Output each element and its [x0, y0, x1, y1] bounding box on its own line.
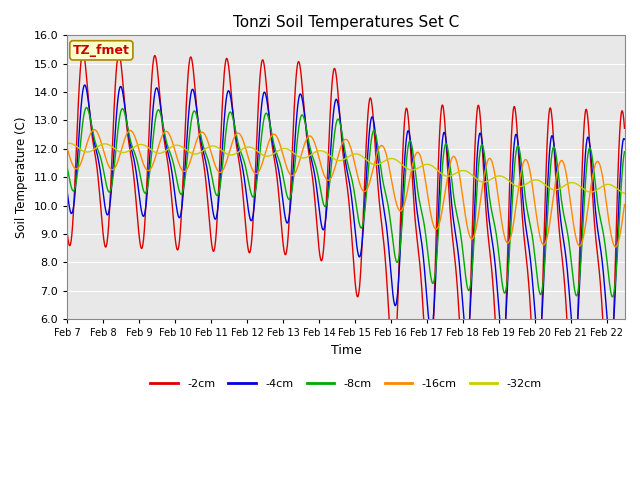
X-axis label: Time: Time [330, 344, 362, 357]
Text: TZ_fmet: TZ_fmet [73, 44, 130, 57]
Y-axis label: Soil Temperature (C): Soil Temperature (C) [15, 117, 28, 238]
Legend: -2cm, -4cm, -8cm, -16cm, -32cm: -2cm, -4cm, -8cm, -16cm, -32cm [146, 374, 546, 393]
Title: Tonzi Soil Temperatures Set C: Tonzi Soil Temperatures Set C [233, 15, 459, 30]
